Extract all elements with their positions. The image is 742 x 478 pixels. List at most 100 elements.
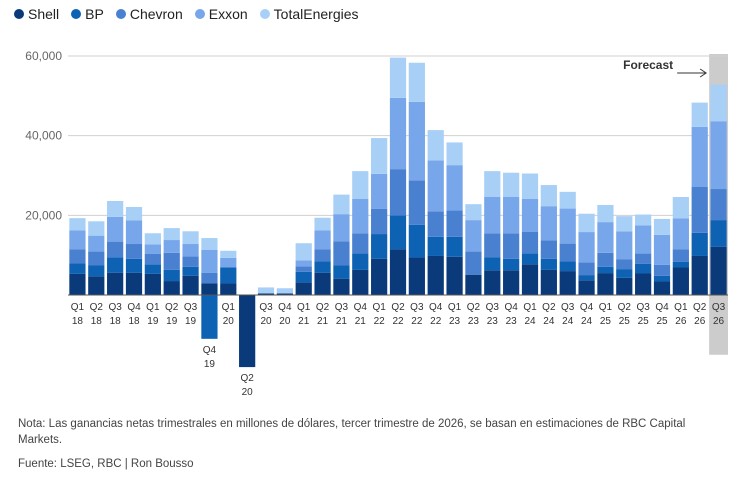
legend-item-chevron: Chevron: [115, 6, 183, 22]
bar-segment-exxon: [597, 222, 614, 253]
bar-segment-totalenergies: [107, 200, 124, 217]
bar-segment-shell: [521, 264, 539, 295]
bar-segment-totalenergies: [389, 57, 407, 98]
bar-segment-totalenergies: [446, 142, 463, 166]
bar-segment-totalenergies: [276, 288, 293, 294]
bar-segment-chevron: [427, 211, 444, 237]
bar-segment-totalenergies: [88, 221, 105, 236]
legend-swatch: [71, 9, 82, 19]
x-tick-year: 24: [543, 316, 555, 327]
bar-segment-totalenergies: [710, 84, 727, 122]
bar-segment-exxon: [616, 231, 633, 260]
x-tick-year: 25: [600, 316, 612, 327]
bar-segment-chevron: [691, 186, 708, 233]
bar-segment-totalenergies: [125, 206, 143, 221]
bar-segment-chevron: [503, 233, 520, 259]
x-tick-year: 21: [336, 316, 348, 327]
x-tick-year: 25: [656, 316, 668, 327]
x-tick-quarter: Q4: [580, 302, 594, 313]
bar-segment-exxon: [653, 234, 671, 265]
x-tick-year: 26: [713, 316, 725, 327]
bar-segment-exxon: [69, 230, 86, 250]
x-tick-quarter: Q4: [127, 302, 141, 313]
bar-segment-bp: [408, 224, 425, 258]
bar-segment-chevron: [578, 262, 595, 276]
x-tick-quarter: Q2: [391, 302, 405, 313]
bar-segment-totalenergies: [540, 185, 557, 207]
bar-segment-chevron: [408, 180, 425, 225]
x-tick-quarter: Q4: [504, 302, 518, 313]
bar-segment-chevron: [635, 253, 652, 264]
bar-segment-totalenergies: [220, 250, 237, 258]
bar-segment-totalenergies: [295, 243, 312, 261]
bar-segment-shell: [201, 283, 218, 295]
x-tick-year: 19: [166, 316, 178, 327]
bar-segment-chevron: [653, 264, 671, 276]
x-tick-year: 22: [374, 316, 386, 327]
bar-segment-totalenergies: [465, 204, 482, 221]
bar-segment-totalenergies: [503, 172, 520, 198]
x-tick-quarter: Q1: [674, 302, 688, 313]
x-tick-year: 19: [185, 316, 197, 327]
bar-segment-bp: [503, 258, 520, 271]
x-tick-quarter: Q2: [467, 302, 481, 313]
legend-label: Exxon: [208, 6, 248, 22]
x-tick-quarter: Q1: [448, 302, 462, 313]
bar-segment-chevron: [616, 259, 633, 270]
bar-segment-totalenergies: [201, 238, 218, 250]
bar-segment-bp: [220, 267, 237, 284]
legend-label: Chevron: [129, 6, 183, 22]
x-tick-year: 20: [242, 387, 254, 398]
legend-swatch: [259, 9, 270, 19]
bar-segment-exxon: [635, 225, 652, 254]
x-tick-quarter: Q1: [222, 302, 236, 313]
bar-segment-shell: [672, 267, 689, 295]
x-tick-quarter: Q2: [90, 302, 104, 313]
bar-segment-bp: [314, 261, 331, 273]
bar-segment-bp: [691, 232, 708, 256]
x-tick-year: 18: [110, 316, 122, 327]
x-tick-year: 20: [279, 316, 291, 327]
bar-segment-exxon: [163, 240, 180, 253]
bar-segment-exxon: [107, 216, 124, 242]
bar-segment-bp: [201, 295, 218, 339]
bar-segment-totalenergies: [521, 173, 539, 200]
bar-segment-chevron: [107, 241, 124, 258]
x-tick-quarter: Q3: [561, 302, 575, 313]
bar-segment-exxon: [220, 257, 237, 268]
x-tick-year: 26: [675, 316, 687, 327]
chart-note: Nota: Las ganancias netas trimestrales e…: [18, 418, 686, 446]
x-tick-year: 21: [298, 316, 310, 327]
bar-segment-shell: [540, 269, 557, 295]
bar-segment-bp: [295, 271, 312, 283]
x-tick-quarter: Q1: [372, 302, 386, 313]
bar-segment-totalenergies: [597, 204, 614, 223]
bar-segment-shell: [125, 272, 143, 295]
x-tick-year: 26: [694, 316, 706, 327]
x-tick-year: 22: [392, 316, 404, 327]
bar-segment-chevron: [710, 189, 727, 221]
x-tick-quarter: Q4: [203, 345, 217, 356]
legend-item-bp: BP: [71, 6, 104, 22]
bar-segment-exxon: [710, 121, 727, 190]
bar-segment-totalenergies: [371, 138, 388, 174]
bar-segment-totalenergies: [635, 214, 652, 226]
legend-label: BP: [85, 6, 104, 22]
bar-segment-exxon: [465, 220, 482, 252]
bar-segment-exxon: [201, 249, 218, 273]
legend-swatch: [194, 9, 205, 19]
bar-segment-chevron: [88, 251, 105, 266]
bar-segment-totalenergies: [163, 228, 180, 241]
bar-segment-shell: [484, 270, 501, 295]
bar-segment-chevron: [69, 249, 86, 264]
bar-segment-exxon: [371, 173, 388, 209]
bar-segment-totalenergies: [672, 197, 689, 219]
bar-segment-shell: [314, 272, 331, 295]
bar-segment-chevron: [295, 266, 312, 272]
x-tick-quarter: Q3: [259, 302, 273, 313]
x-tick-year: 24: [562, 316, 574, 327]
bar-segment-bp: [333, 265, 350, 279]
x-tick-year: 18: [91, 316, 103, 327]
bar-segment-bp: [446, 236, 463, 257]
bar-segment-totalenergies: [69, 218, 86, 231]
